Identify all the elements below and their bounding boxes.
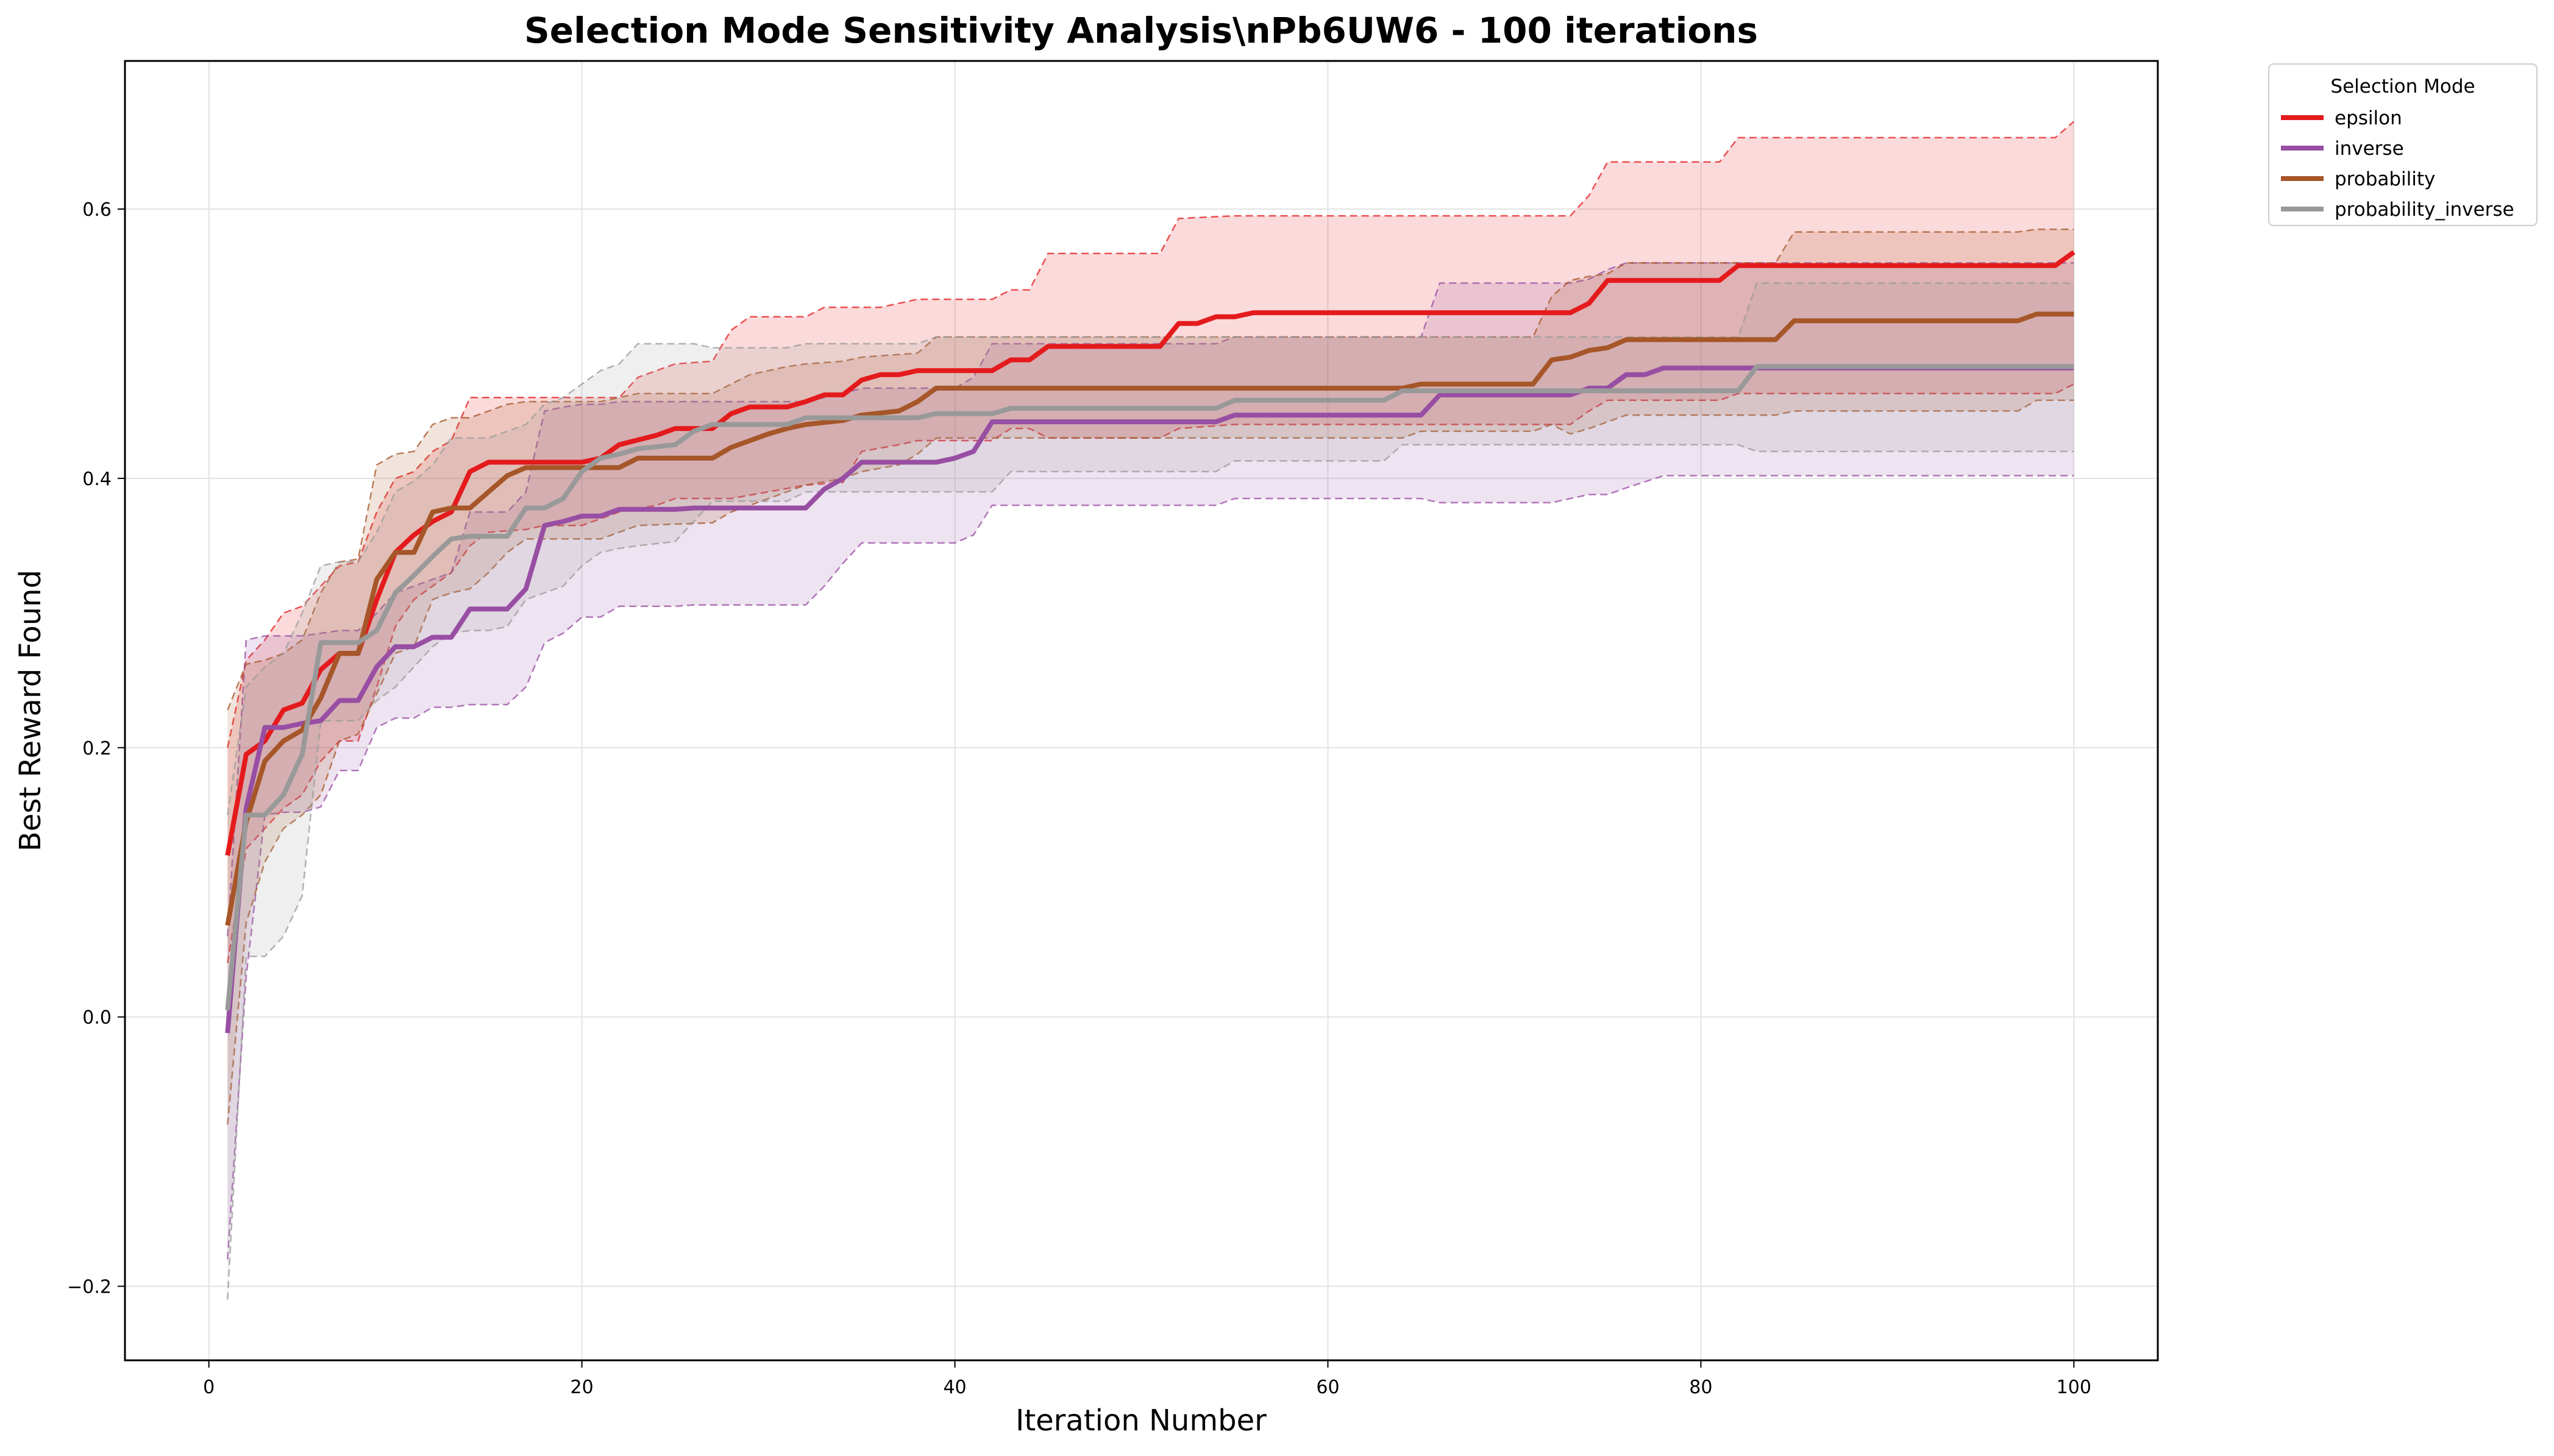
- legend: Selection Mode epsilon inverse probability…: [2268, 63, 2538, 226]
- probability-line: [225, 311, 2074, 926]
- x-tick-label: 60: [1316, 1377, 1339, 1398]
- legend-items: epsilon inverse probability probability_inv…: [2281, 107, 2514, 221]
- x-tick-label: 80: [1689, 1377, 1712, 1398]
- series-lines: [225, 250, 2076, 1034]
- y-tick-label: 0.2: [82, 738, 112, 759]
- x-axis-ticks: 0 20 40 60 80 100: [203, 1360, 2091, 1398]
- x-axis-label: Iteration Number: [1016, 1404, 1267, 1438]
- inverse-band: [227, 263, 2074, 1260]
- legend-label: epsilon: [2335, 107, 2402, 129]
- grid: [125, 61, 2158, 1360]
- x-tick-label: 0: [203, 1377, 215, 1398]
- legend-box: [2268, 63, 2538, 226]
- legend-item-probability: probability: [2281, 168, 2435, 190]
- legend-item-probability-inverse: probability_inverse: [2281, 199, 2514, 221]
- epsilon-lower-bound: [227, 383, 2074, 964]
- probability-lower-bound: [227, 399, 2074, 1125]
- x-tick-label: 40: [943, 1377, 966, 1398]
- legend-label: probability_inverse: [2335, 199, 2514, 221]
- y-axis-ticks: −0.2 0.0 0.2 0.4 0.6: [67, 199, 125, 1298]
- legend-item-inverse: inverse: [2281, 138, 2404, 160]
- x-tick-label: 20: [571, 1377, 594, 1398]
- probability-inverse-upper-bound: [227, 282, 2074, 815]
- epsilon-band: [227, 121, 2074, 964]
- legend-label: inverse: [2335, 138, 2404, 160]
- plot-area: [124, 60, 2159, 1362]
- probability-upper-bound: [227, 228, 2074, 711]
- confidence-bands: [227, 121, 2075, 1300]
- probability-inverse-lower-bound: [227, 444, 2074, 1300]
- x-tick-label: 100: [2057, 1377, 2091, 1398]
- legend-item-epsilon: epsilon: [2281, 107, 2402, 129]
- y-tick-label: −0.2: [67, 1276, 112, 1298]
- epsilon-upper-bound: [227, 121, 2075, 748]
- inverse-lower-bound: [227, 475, 2074, 1260]
- y-tick-label: 0.4: [82, 469, 112, 490]
- y-axis-label: Best Reward Found: [13, 570, 48, 851]
- probability-band: [227, 229, 2074, 1125]
- legend-title: Selection Mode: [2330, 76, 2475, 98]
- probability-inverse-band: [227, 283, 2074, 1300]
- plot-frame: [124, 60, 2159, 1362]
- y-tick-label: 0.0: [82, 1007, 112, 1029]
- epsilon-line: [225, 250, 2076, 856]
- y-tick-label: 0.6: [82, 199, 112, 221]
- chart-title: Selection Mode Sensitivity Analysis\nPb6…: [524, 10, 1758, 51]
- probability-inverse-line: [225, 364, 2074, 1010]
- legend-label: probability: [2335, 168, 2435, 190]
